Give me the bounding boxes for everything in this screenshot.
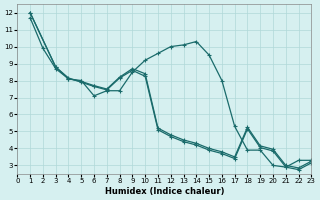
X-axis label: Humidex (Indice chaleur): Humidex (Indice chaleur) [105, 187, 224, 196]
